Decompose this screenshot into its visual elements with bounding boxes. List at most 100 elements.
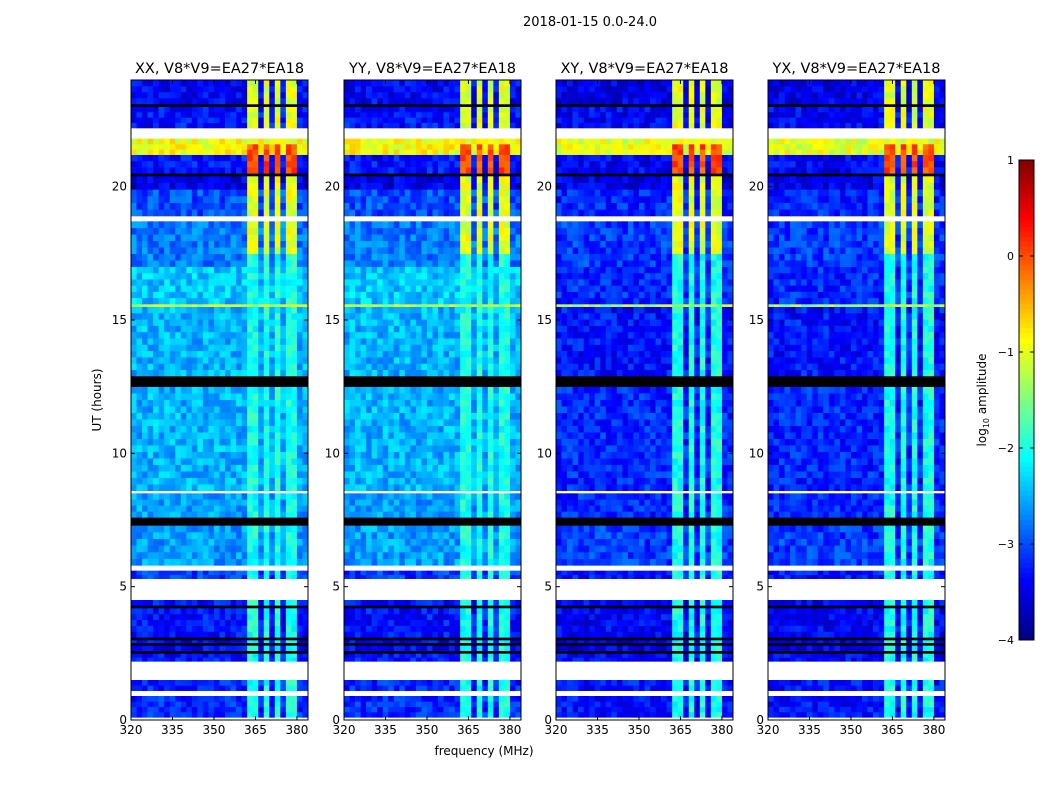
heatmap-cell bbox=[175, 167, 182, 174]
heatmap-cell bbox=[285, 399, 292, 407]
heatmap-cell bbox=[371, 438, 378, 446]
heatmap-cell bbox=[263, 338, 270, 345]
heatmap-cell bbox=[219, 221, 226, 229]
heatmap-cell bbox=[202, 338, 209, 345]
heatmap-cell bbox=[415, 477, 422, 485]
heatmap-cell bbox=[247, 425, 253, 433]
heatmap-cell bbox=[399, 393, 406, 400]
heatmap-cell bbox=[399, 285, 406, 292]
heatmap-cell bbox=[388, 363, 395, 370]
heatmap-cell bbox=[285, 234, 292, 242]
heatmap-cell bbox=[344, 363, 350, 370]
heatmap-cell bbox=[465, 706, 472, 713]
heatmap-cell bbox=[410, 552, 417, 559]
heatmap-cell bbox=[415, 511, 422, 518]
heatmap-cell bbox=[410, 477, 417, 485]
heatmap-cell bbox=[421, 657, 428, 662]
heatmap-cell bbox=[142, 412, 148, 420]
heatmap-cell bbox=[241, 640, 248, 643]
heatmap-cell bbox=[404, 619, 411, 626]
heatmap-cell bbox=[219, 167, 226, 174]
heatmap-cell bbox=[208, 608, 215, 615]
heatmap-cell bbox=[230, 202, 237, 210]
heatmap-cell bbox=[296, 106, 303, 113]
heatmap-cell bbox=[169, 122, 176, 129]
heatmap-cell bbox=[169, 138, 176, 145]
heatmap-cell bbox=[225, 350, 231, 358]
y-axis-label: UT (hours) bbox=[90, 368, 104, 431]
heatmap-cell bbox=[443, 291, 450, 299]
heatmap-cell bbox=[219, 393, 226, 400]
heatmap-cell bbox=[460, 631, 466, 638]
heatmap-cell bbox=[291, 221, 298, 229]
heatmap-cell bbox=[164, 406, 171, 413]
heatmap-cell bbox=[349, 574, 356, 579]
heatmap-cell bbox=[280, 369, 287, 377]
heatmap-cell bbox=[366, 445, 372, 452]
heatmap-cell bbox=[274, 696, 281, 702]
heatmap-cell bbox=[509, 272, 516, 280]
heatmap-cell bbox=[219, 331, 226, 339]
heatmap-cell bbox=[230, 613, 237, 621]
heatmap-cell bbox=[404, 412, 411, 420]
heatmap-cell bbox=[247, 657, 253, 662]
heatmap-cell bbox=[388, 325, 395, 333]
heatmap-cell bbox=[421, 680, 428, 686]
heatmap-cell bbox=[230, 144, 237, 150]
heatmap-cell bbox=[274, 625, 281, 632]
heatmap-cell bbox=[191, 176, 198, 183]
heatmap-cell bbox=[449, 285, 455, 292]
heatmap-cell bbox=[236, 338, 242, 345]
heatmap-cell bbox=[454, 701, 461, 707]
heatmap-cell bbox=[509, 279, 516, 286]
heatmap-cell bbox=[136, 92, 143, 99]
heatmap-cell bbox=[515, 266, 522, 274]
heatmap-cell bbox=[438, 386, 444, 394]
heatmap-cell bbox=[465, 619, 472, 626]
heatmap-cell bbox=[269, 106, 276, 113]
heatmap-cell bbox=[426, 653, 433, 658]
heatmap-cell bbox=[252, 706, 259, 713]
heatmap-cell bbox=[366, 706, 372, 713]
heatmap-cell bbox=[136, 386, 143, 394]
heatmap-cell bbox=[131, 266, 137, 274]
heatmap-cell bbox=[164, 196, 171, 203]
heatmap-cell bbox=[302, 285, 309, 292]
heatmap-cell bbox=[186, 189, 193, 197]
heatmap-cell bbox=[285, 631, 292, 638]
heatmap-cell bbox=[509, 505, 516, 512]
heatmap-cell bbox=[136, 227, 143, 235]
heatmap-cell bbox=[241, 625, 248, 632]
heatmap-cell bbox=[169, 545, 176, 553]
heatmap-cell bbox=[197, 558, 204, 566]
heatmap-cell bbox=[131, 471, 137, 478]
heatmap-cell bbox=[213, 608, 220, 615]
heatmap-cell bbox=[274, 608, 281, 615]
heatmap-cell bbox=[302, 600, 309, 606]
heatmap-cell bbox=[131, 291, 137, 299]
heatmap-cell bbox=[269, 477, 276, 485]
heatmap-cell bbox=[404, 419, 411, 426]
heatmap-cell bbox=[169, 511, 176, 518]
heatmap-cell bbox=[504, 511, 511, 518]
heatmap-cell bbox=[258, 499, 265, 506]
heatmap-cell bbox=[219, 357, 226, 364]
heatmap-cell bbox=[147, 350, 154, 358]
heatmap-cell bbox=[296, 138, 303, 145]
heatmap-cell bbox=[175, 570, 182, 575]
heatmap-cell bbox=[465, 493, 472, 500]
heatmap-cell bbox=[213, 680, 220, 686]
heatmap-cell bbox=[382, 499, 389, 506]
heatmap-cell bbox=[164, 499, 171, 506]
heatmap-cell bbox=[471, 406, 478, 413]
heatmap-cell bbox=[399, 484, 406, 491]
heatmap-cell bbox=[202, 645, 209, 651]
heatmap-cell bbox=[147, 412, 154, 420]
heatmap-cell bbox=[360, 438, 367, 446]
heatmap-cell bbox=[169, 600, 176, 606]
heatmap-cell bbox=[504, 505, 511, 512]
heatmap-cell bbox=[393, 312, 400, 320]
heatmap-cell bbox=[241, 304, 248, 307]
heatmap-cell bbox=[504, 532, 511, 539]
heatmap-cell bbox=[360, 499, 367, 506]
